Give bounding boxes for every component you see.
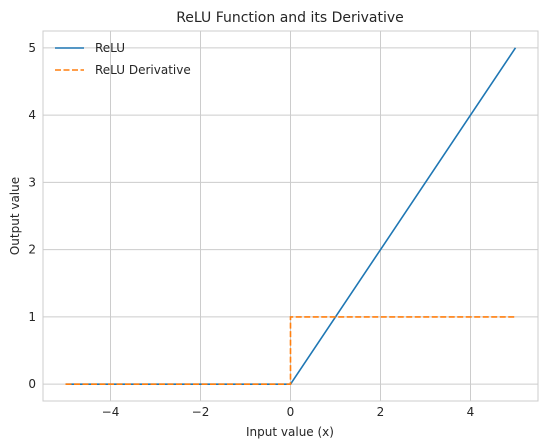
relu-derivative-line [65, 316, 516, 385]
x-tick-label: 0 [287, 405, 295, 419]
tick-labels: −4 −2 0 2 4 0 1 2 3 4 5 [28, 41, 474, 419]
legend-label: ReLU Derivative [95, 63, 191, 77]
series-lines [65, 47, 517, 385]
y-tick-label: 0 [28, 377, 36, 391]
y-tick-label: 4 [28, 108, 36, 122]
x-tick-label: −2 [192, 405, 210, 419]
x-axis-label: Input value (x) [246, 425, 334, 439]
y-axis-label: Output value [8, 177, 22, 255]
legend: ReLU ReLU Derivative [55, 41, 191, 77]
x-tick-label: −4 [102, 405, 120, 419]
y-tick-label: 1 [28, 310, 36, 324]
y-tick-label: 2 [28, 243, 36, 257]
legend-label: ReLU [95, 41, 125, 55]
x-tick-label: 4 [467, 405, 475, 419]
y-tick-label: 3 [28, 175, 36, 189]
x-tick-label: 2 [377, 405, 385, 419]
chart-title: ReLU Function and its Derivative [176, 10, 404, 26]
y-tick-label: 5 [28, 41, 36, 55]
